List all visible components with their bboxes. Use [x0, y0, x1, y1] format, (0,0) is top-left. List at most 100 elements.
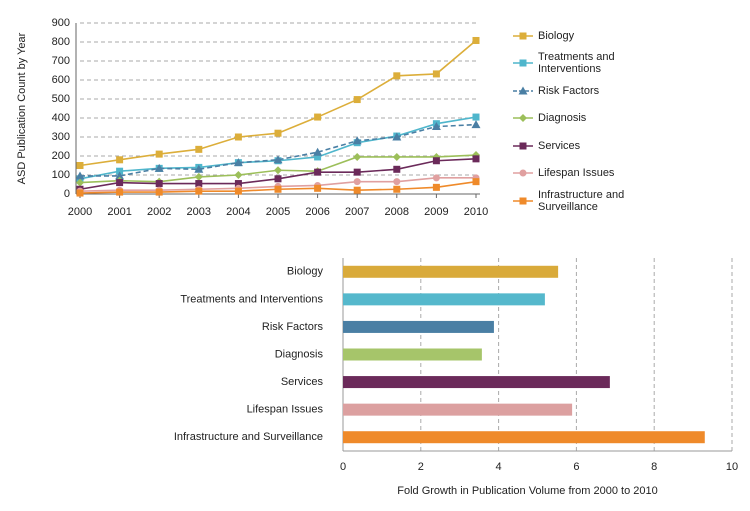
- y-tick-label: 100: [52, 169, 70, 181]
- legend-label: Lifespan Issues: [538, 167, 615, 180]
- legend-entry: Risk Factors: [512, 77, 742, 105]
- point: [195, 180, 203, 188]
- x-tick-label: 2003: [187, 206, 211, 218]
- legend-marker: [519, 114, 527, 123]
- legend-entry: Diagnosis: [512, 105, 742, 133]
- y-tick-label: 0: [64, 188, 70, 200]
- y-tick-label: Services: [281, 376, 324, 388]
- x-tick-label: 2009: [424, 206, 448, 218]
- legend-label: Treatments and Interventions: [538, 51, 615, 76]
- point: [274, 129, 282, 137]
- bar: [343, 376, 610, 389]
- x-tick-label: 2001: [107, 206, 131, 218]
- point: [116, 179, 124, 187]
- y-tick-label: 400: [52, 112, 70, 124]
- y-tick-label: 200: [52, 150, 70, 162]
- point: [76, 189, 84, 197]
- legend-marker: [519, 142, 527, 150]
- x-tick-label: 2007: [345, 206, 369, 218]
- point: [472, 113, 480, 121]
- y-axis-label: ASD Publication Count by Year: [16, 32, 28, 184]
- point: [274, 185, 282, 193]
- point: [432, 70, 440, 78]
- x-tick-label: 2010: [464, 206, 488, 218]
- point: [431, 122, 441, 131]
- legend-entry: Treatments and Interventions: [512, 50, 742, 78]
- point: [472, 36, 480, 44]
- point: [353, 186, 361, 194]
- y-tick-label: 600: [52, 74, 70, 86]
- y-tick-label: Treatments and Interventions: [180, 293, 323, 305]
- legend-swatch: [513, 169, 533, 177]
- point: [234, 171, 243, 179]
- legend-marker: [519, 197, 527, 205]
- legend-swatch: [513, 114, 533, 123]
- legend-marker: [519, 59, 527, 67]
- point: [194, 164, 204, 173]
- point: [352, 136, 362, 145]
- x-tick-label: 2008: [385, 206, 409, 218]
- legend-label: Risk Factors: [538, 84, 600, 97]
- point: [353, 96, 361, 104]
- x-tick-label: 0: [340, 461, 346, 473]
- legend: Biology Treatments and Interventions Risk …: [512, 22, 742, 215]
- point: [195, 187, 203, 195]
- y-tick-label: 900: [52, 17, 70, 29]
- legend-entry: Biology: [512, 22, 742, 50]
- point: [233, 158, 243, 167]
- point: [273, 155, 283, 164]
- point: [274, 175, 282, 183]
- point: [314, 184, 322, 192]
- y-tick-label: Biology: [287, 266, 324, 278]
- legend-swatch: [513, 32, 533, 40]
- x-tick-label: 2002: [147, 206, 171, 218]
- legend-label: Diagnosis: [538, 112, 587, 125]
- point: [155, 150, 163, 158]
- point: [195, 145, 203, 153]
- point: [314, 153, 322, 161]
- point: [353, 152, 362, 161]
- y-tick-label: 700: [52, 55, 70, 67]
- point: [432, 174, 440, 182]
- x-tick-label: 2006: [305, 206, 329, 218]
- legend-marker: [519, 32, 527, 40]
- legend-entry: Lifespan Issues: [512, 160, 742, 188]
- x-tick-label: 8: [651, 461, 657, 473]
- point: [393, 185, 401, 193]
- series-line: [79, 39, 477, 167]
- point: [472, 178, 480, 186]
- point: [75, 171, 85, 180]
- point: [432, 157, 440, 165]
- point: [393, 72, 401, 80]
- point: [313, 147, 323, 156]
- x-tick-label: 2000: [68, 206, 92, 218]
- legend-entry: Infrastructure and Surveillance: [512, 187, 742, 215]
- legend-label: Services: [538, 139, 581, 152]
- y-tick-label: Diagnosis: [275, 348, 324, 360]
- x-tick-label: 4: [496, 461, 502, 473]
- y-tick-label: 300: [52, 131, 70, 143]
- point: [314, 168, 322, 176]
- point: [116, 156, 124, 164]
- point: [393, 165, 401, 173]
- point: [392, 152, 401, 161]
- y-tick-label: Lifespan Issues: [247, 404, 324, 416]
- point: [76, 178, 84, 187]
- point: [353, 168, 361, 176]
- point: [155, 180, 163, 188]
- point: [115, 171, 125, 180]
- point: [314, 113, 322, 121]
- y-tick-label: 800: [52, 36, 70, 48]
- point: [471, 120, 481, 129]
- x-axis-label: Fold Growth in Publication Volume from 2…: [397, 485, 657, 497]
- legend-marker: [518, 86, 528, 95]
- point: [155, 188, 163, 196]
- legend-swatch: [513, 142, 533, 150]
- legend-swatch: [513, 59, 533, 67]
- bar: [343, 265, 559, 278]
- y-tick-label: 500: [52, 93, 70, 105]
- legend-entry: Services: [512, 132, 742, 160]
- point: [116, 167, 124, 175]
- legend-swatch: [513, 86, 533, 95]
